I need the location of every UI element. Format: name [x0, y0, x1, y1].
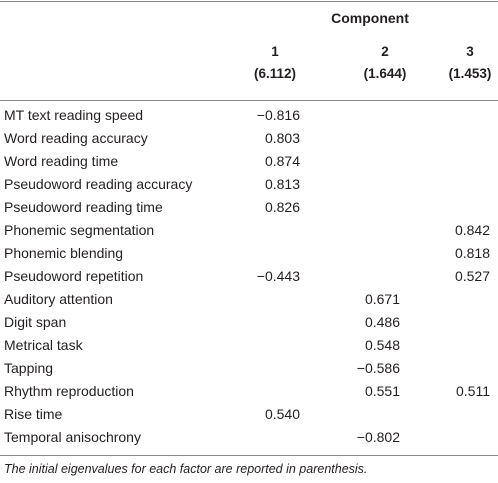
- table-row: Phonemic blending 0.818: [0, 242, 498, 265]
- table-body: MT text reading speed −0.816 Word readin…: [0, 104, 498, 449]
- column-header-1: 1 (6.112): [250, 41, 300, 85]
- table-row: Word reading accuracy 0.803: [0, 127, 498, 150]
- loading-component-2: −0.586: [356, 360, 400, 376]
- column-eigenvalue: (1.644): [363, 66, 407, 81]
- table-bottom-rule: [0, 455, 498, 456]
- loading-component-2: 0.551: [364, 383, 400, 399]
- row-label: Pseudoword repetition: [4, 268, 144, 284]
- loading-component-1: 0.874: [264, 153, 300, 169]
- row-label: Auditory attention: [4, 291, 113, 307]
- table-row: Digit span 0.486: [0, 311, 498, 334]
- column-eigenvalue: (6.112): [253, 66, 297, 81]
- table-row: Temporal anisochrony −0.802: [0, 426, 498, 449]
- row-label: Digit span: [4, 314, 67, 330]
- row-label: MT text reading speed: [4, 107, 144, 123]
- row-label: Word reading accuracy: [4, 130, 148, 146]
- loading-component-2: −0.802: [356, 429, 400, 445]
- table-row: Metrical task 0.548: [0, 334, 498, 357]
- row-label: Phonemic blending: [4, 245, 124, 261]
- table-row: Pseudoword reading accuracy 0.813: [0, 173, 498, 196]
- table-row: Auditory attention 0.671: [0, 288, 498, 311]
- table-top-rule: [0, 1, 498, 2]
- table-footnote: The initial eigenvalues for each factor …: [4, 462, 368, 476]
- loading-component-3: 0.842: [454, 222, 490, 238]
- row-label: Pseudoword reading accuracy: [4, 176, 193, 192]
- table-row: Rhythm reproduction 0.551 0.511: [0, 380, 498, 403]
- loading-component-1: 0.813: [264, 176, 300, 192]
- column-number: 3: [466, 44, 474, 59]
- table-row: MT text reading speed −0.816: [0, 104, 498, 127]
- loading-component-1: −0.816: [256, 107, 300, 123]
- row-label: Pseudoword reading time: [4, 199, 163, 215]
- row-label: Metrical task: [4, 337, 83, 353]
- table-row: Tapping −0.586: [0, 357, 498, 380]
- table-row: Rise time 0.540: [0, 403, 498, 426]
- header-rule: [0, 100, 498, 101]
- column-number: 2: [381, 44, 389, 59]
- loading-component-2: 0.486: [364, 314, 400, 330]
- loading-component-1: −0.443: [256, 268, 300, 284]
- component-group-header: Component: [331, 10, 409, 26]
- loading-component-3: 0.527: [454, 268, 490, 284]
- table-row: Phonemic segmentation 0.842: [0, 219, 498, 242]
- column-eigenvalue: (1.453): [448, 66, 492, 81]
- loading-component-1: 0.826: [264, 199, 300, 215]
- loading-component-2: 0.671: [364, 291, 400, 307]
- row-label: Rise time: [4, 406, 63, 422]
- row-label: Word reading time: [4, 153, 119, 169]
- loading-component-1: 0.803: [264, 130, 300, 146]
- loading-component-3: 0.511: [456, 383, 490, 399]
- loading-component-1: 0.540: [264, 406, 300, 422]
- column-header-2: 2 (1.644): [360, 41, 410, 85]
- table-row: Pseudoword reading time 0.826: [0, 196, 498, 219]
- row-label: Tapping: [4, 360, 54, 376]
- table-row: Pseudoword repetition −0.443 0.527: [0, 265, 498, 288]
- column-header-3: 3 (1.453): [445, 41, 495, 85]
- loading-component-2: 0.548: [364, 337, 400, 353]
- column-number: 1: [271, 44, 279, 59]
- row-label: Rhythm reproduction: [4, 383, 134, 399]
- row-label: Phonemic segmentation: [4, 222, 155, 238]
- row-label: Temporal anisochrony: [4, 429, 141, 445]
- table-row: Word reading time 0.874: [0, 150, 498, 173]
- loading-component-3: 0.818: [454, 245, 490, 261]
